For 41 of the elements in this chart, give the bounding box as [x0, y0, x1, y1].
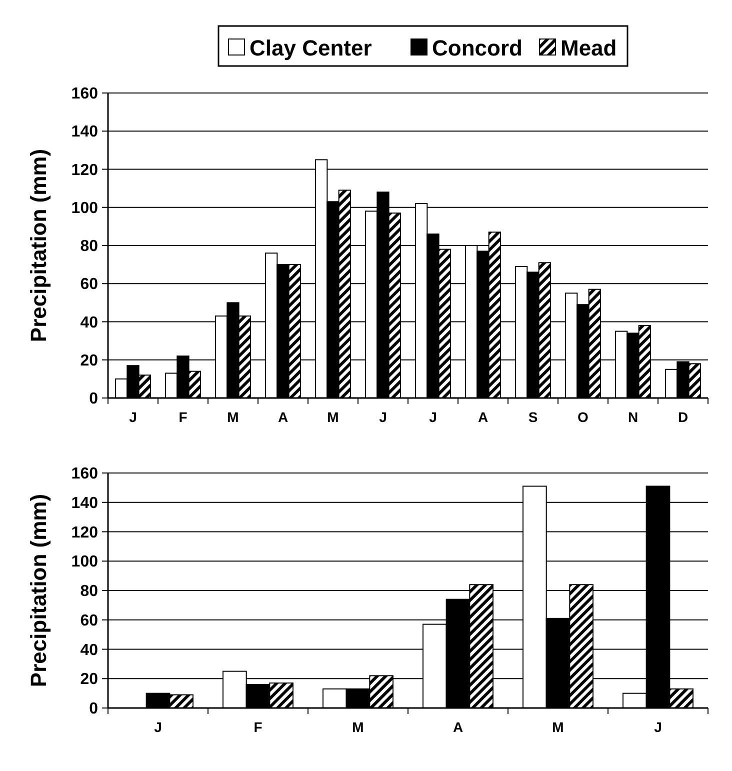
- y-tick-label: 20: [80, 671, 98, 688]
- y-tick-label: 100: [71, 200, 98, 217]
- x-tick-label: S: [528, 409, 538, 425]
- y-tick-label: 140: [71, 124, 98, 141]
- y-tick-label: 20: [80, 352, 98, 370]
- x-tick-label: F: [178, 409, 188, 425]
- y-tick-label: 120: [71, 162, 98, 179]
- legend-label: Concord: [432, 36, 522, 61]
- y-axis-title: Precipitation (mm): [26, 494, 51, 688]
- legend-label: Clay Center: [250, 36, 372, 61]
- x-tick-label: J: [379, 409, 387, 425]
- legend-label: Mead: [560, 36, 617, 61]
- x-tick-label: A: [278, 409, 288, 425]
- x-tick-label: J: [129, 409, 137, 425]
- x-tick-label: M: [352, 719, 364, 735]
- y-tick-label: 0: [89, 390, 98, 408]
- y-tick-label: 160: [71, 86, 98, 103]
- x-tick-label: J: [654, 719, 662, 735]
- y-tick-label: 140: [71, 494, 98, 512]
- y-tick-label: 160: [71, 466, 98, 483]
- x-tick-label: A: [478, 409, 488, 425]
- x-tick-label: J: [429, 409, 437, 425]
- y-tick-label: 60: [80, 612, 98, 630]
- x-tick-label: N: [628, 409, 638, 425]
- y-tick-label: 120: [71, 524, 98, 542]
- y-axis-title: Precipitation (mm): [26, 148, 51, 342]
- x-tick-label: M: [552, 719, 564, 735]
- y-tick-label: 40: [80, 314, 98, 332]
- y-tick-label: 100: [71, 554, 98, 571]
- y-tick-label: 0: [89, 700, 98, 718]
- y-tick-label: 80: [80, 583, 98, 600]
- x-tick-label: J: [154, 719, 162, 735]
- y-tick-label: 80: [80, 238, 98, 256]
- x-tick-label: M: [227, 409, 239, 425]
- x-tick-label: M: [327, 409, 339, 425]
- x-tick-label: D: [678, 409, 688, 425]
- x-tick-label: A: [452, 719, 464, 735]
- x-tick-label: F: [254, 719, 263, 735]
- y-tick-label: 40: [80, 642, 98, 659]
- x-tick-label: O: [578, 409, 589, 425]
- y-tick-label: 60: [80, 276, 98, 294]
